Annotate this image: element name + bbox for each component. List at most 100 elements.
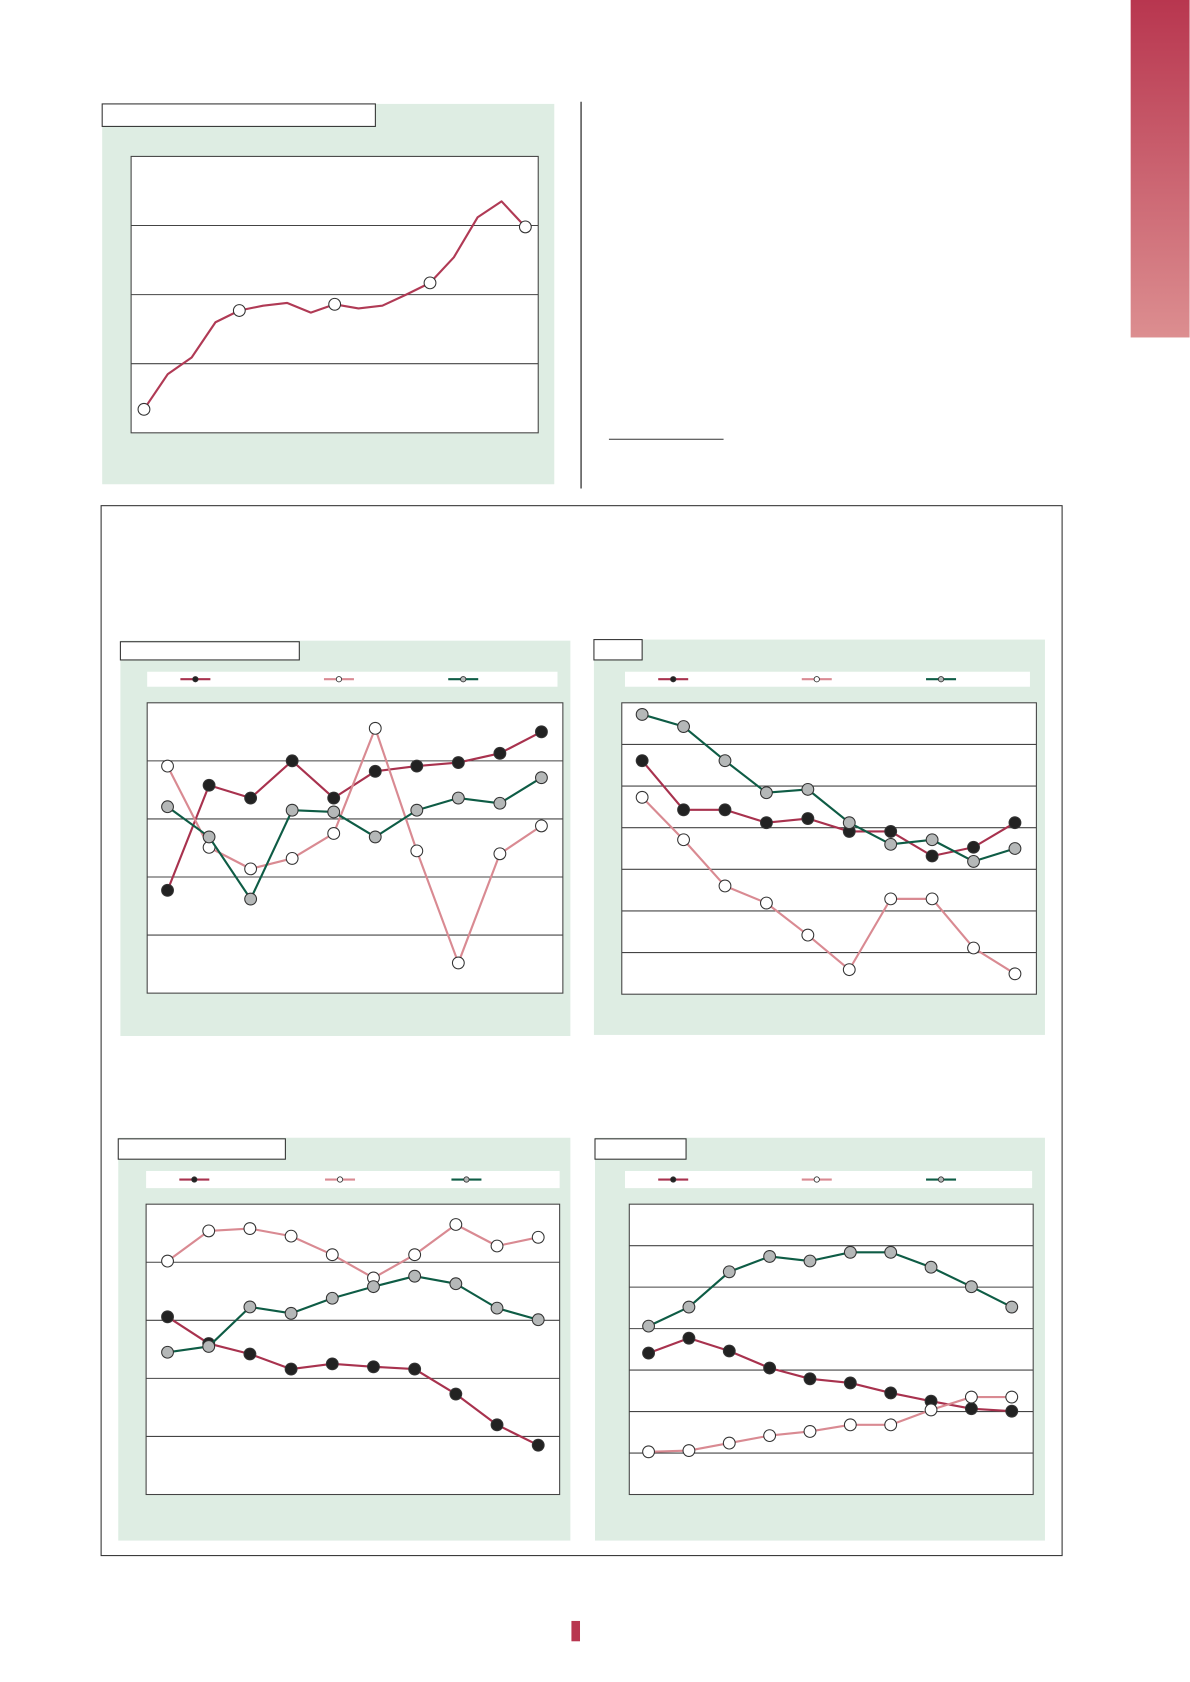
data-point [243,1347,257,1361]
data-point [677,720,690,733]
data-point [967,941,980,955]
data-point [449,1277,463,1291]
data-point [801,782,815,796]
data-point [759,896,773,910]
data-point [1005,1404,1019,1418]
data-point [243,1222,257,1235]
data-point [325,1357,339,1371]
data-point [202,778,216,792]
data-point [327,805,341,819]
data-point [284,1362,298,1376]
data-point [884,1418,898,1432]
data-point [925,849,939,863]
data-point [635,754,649,768]
data-point [535,819,548,833]
data-point [285,754,299,768]
data-point [843,1418,857,1432]
data-point [161,883,174,897]
data-point [232,304,246,317]
data-point [682,1331,696,1345]
series-line [641,713,1016,863]
data-point [964,1390,978,1404]
data-point [763,1361,777,1375]
data-point [449,1218,463,1231]
data-point [284,1229,298,1243]
data-point [803,1372,817,1386]
data-point [161,1254,174,1268]
data-point [327,791,341,805]
data-point [161,759,174,773]
data-point [244,862,258,876]
data-point [410,759,424,773]
data-point [368,764,382,778]
data-point [490,1301,504,1315]
data-point [137,402,151,416]
data-point [763,1250,777,1263]
data-point [325,1248,339,1262]
series-line [166,730,542,891]
data-point [368,830,382,844]
data-point [642,1346,655,1360]
data-point [884,892,898,906]
data-point [202,1224,216,1238]
data-point [368,721,382,735]
data-point [410,803,424,817]
series-line [648,1395,1012,1453]
chart-title-box [594,1138,687,1160]
data-point [718,803,732,817]
data-point [285,803,299,817]
data-point [967,840,980,854]
data-point [1005,1390,1019,1404]
legend-marker [813,676,820,683]
data-point [1005,1300,1019,1314]
data-point [759,816,773,830]
data-point [408,1269,422,1283]
data-point [408,1362,422,1376]
data-point [801,928,815,942]
legend-marker [813,1176,820,1183]
data-point [202,830,216,844]
data-point [410,844,424,858]
data-point [924,1260,938,1274]
data-point [493,796,507,810]
legend-marker [670,1176,677,1183]
data-point [285,851,299,865]
data-point [423,276,437,290]
series-line [167,1275,539,1354]
data-point [635,790,649,804]
data-point [531,1438,545,1452]
data-point [451,756,465,770]
data-point [327,827,341,840]
data-point [722,1436,736,1450]
legend-marker [192,676,199,683]
legend-marker [670,676,677,683]
legend-marker [937,1176,945,1183]
series-line [648,1251,1013,1328]
section-tab [1130,0,1190,338]
data-point [884,1245,898,1259]
data-point [803,1425,817,1438]
data-point [328,297,342,311]
legend-marker [460,676,467,683]
series-line [166,727,543,965]
data-point [642,1319,655,1333]
series-line [641,796,1016,975]
series-line [166,1315,539,1447]
chart-title-box [117,1138,286,1160]
data-point [243,1300,257,1314]
data-point [367,1280,380,1294]
data-point [763,1429,777,1443]
data-point [884,1386,898,1400]
data-point [759,786,773,800]
data-point [451,791,465,805]
series-line [166,1223,539,1279]
page-marker [571,1620,581,1642]
data-point [924,1403,938,1417]
data-point [635,708,649,721]
data-point [718,754,732,768]
data-point [843,1245,857,1259]
data-point [925,892,939,906]
data-point [1008,842,1022,855]
data-point [884,837,898,851]
data-point [493,847,507,861]
